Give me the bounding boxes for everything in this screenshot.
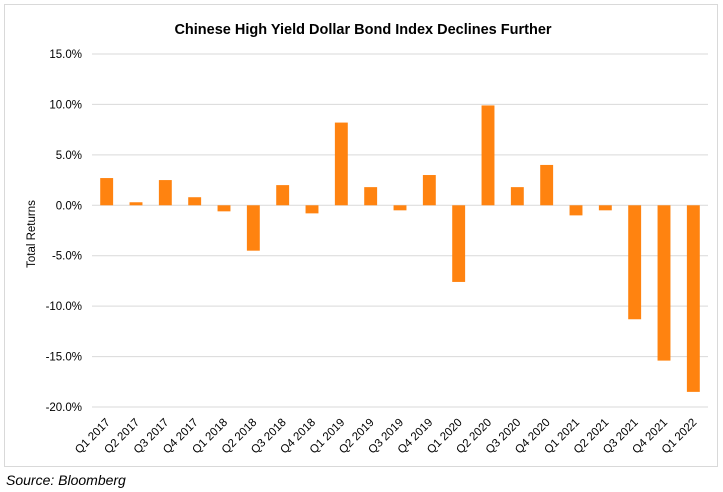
y-tick-label: -10.0% [46, 301, 82, 313]
bar [129, 202, 143, 206]
bar [657, 205, 671, 361]
y-axis-ticks: 15.0% 10.0% 5.0% 0.0% -5.0% -10.0% -15.0% -20.0… [46, 49, 82, 414]
chart-title: Chinese High Yield Dollar Bond Index Dec… [174, 22, 551, 38]
bar [364, 187, 378, 206]
bar [422, 175, 436, 206]
y-tick-label: -20.0% [46, 402, 82, 414]
chart-frame: Chinese High Yield Dollar Bond Index Dec… [4, 4, 718, 467]
bar [686, 205, 700, 392]
bar [569, 205, 583, 216]
bar [481, 105, 495, 206]
bar [628, 205, 642, 320]
source-note: Source: Bloomberg [6, 472, 126, 488]
bar [452, 205, 466, 282]
bar [305, 205, 319, 214]
bar [276, 185, 290, 206]
bar [510, 187, 524, 206]
y-tick-label: 0.0% [56, 200, 82, 212]
bar [246, 205, 260, 251]
y-axis-label: Total Returns [26, 200, 38, 268]
y-tick-label: 10.0% [49, 99, 82, 111]
bar [334, 122, 348, 206]
bar-chart: Chinese High Yield Dollar Bond Index Dec… [26, 22, 708, 457]
bar [393, 205, 407, 211]
bar [188, 197, 202, 206]
bar [158, 180, 172, 206]
bar [217, 205, 231, 212]
y-tick-label: -15.0% [46, 352, 82, 364]
y-tick-label: 15.0% [49, 49, 82, 61]
y-tick-label: 5.0% [56, 150, 82, 162]
bar [598, 205, 612, 211]
y-tick-label: -5.0% [52, 251, 82, 263]
bars [100, 105, 700, 392]
gridlines [92, 53, 708, 408]
bar [540, 164, 554, 206]
bar [100, 178, 114, 206]
